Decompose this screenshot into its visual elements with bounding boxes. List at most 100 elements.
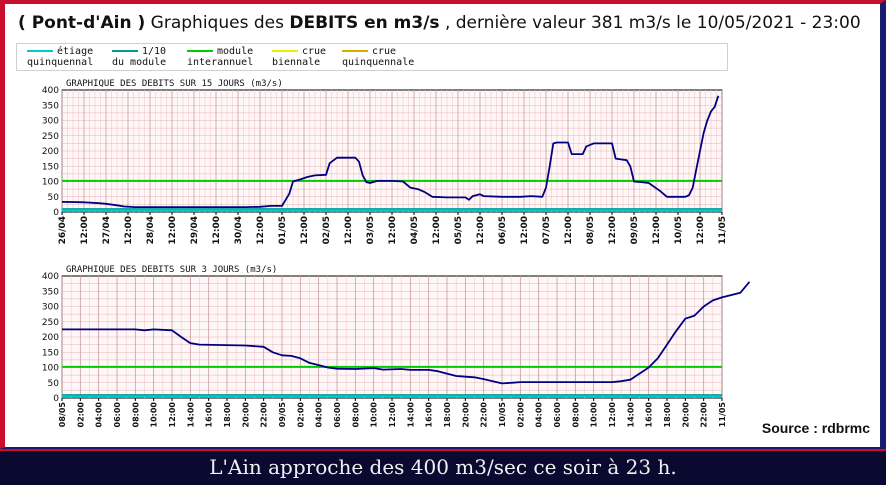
x-tick-label: 22:00 [700,402,709,428]
legend-item-module: module interannuel [187,46,297,68]
station-name: ( Pont-d'Ain ) [18,13,146,33]
x-tick-label: 12:00 [388,216,398,245]
y-tick-label: 150 [42,348,59,358]
x-tick-label: 16:00 [205,402,214,428]
x-tick-label: 02:00 [296,402,305,428]
chart-3-days: GRAPHIQUE DES DEBITS SUR 3 JOURS (m3/s) 0… [42,265,751,428]
y-tick-label: 0 [53,208,59,218]
x-tick-label: 12:00 [344,216,354,245]
y-tick-label: 300 [42,303,59,313]
series-line-debit [62,281,751,385]
x-tick-label: 07/05 [542,216,552,244]
legend-label: module [217,46,254,57]
x-tick-label: 27/04 [102,216,112,244]
x-tick-label: 03/05 [366,216,376,244]
x-tick-label: 05/05 [454,216,464,244]
title-prefix: Graphiques des [150,13,284,33]
legend-item-crue-quinquennale: crue quinquennale [342,46,452,68]
y-tick-label: 0 [53,394,59,404]
series-line-debit [61,95,720,208]
legend-label: quinquennale [342,57,415,68]
x-tick-label: 06:00 [553,402,562,428]
x-tick-label: 18:00 [443,402,452,428]
y-tick-label: 400 [42,86,59,96]
x-tick-label: 12:00 [696,216,706,245]
legend-label: crue [302,46,327,57]
legend-item-dixieme: 1/10 du module [112,46,222,68]
caption-text: L'Ain approche des 400 m3/sec ce soir à … [209,455,677,479]
y-tick-label: 50 [48,193,60,203]
legend-label: du module [112,57,167,68]
page-title: ( Pont-d'Ain ) Graphiques des DEBITS en … [18,13,861,33]
x-tick-label: 12:00 [652,216,662,245]
x-tick-label: 08:00 [351,402,360,428]
x-tick-label: 12:00 [168,216,178,245]
x-tick-label: 12:00 [300,216,310,245]
title-suffix: , dernière valeur 381 m3/s le 10/05/2021… [444,13,861,33]
x-tick-label: 09/05 [630,216,640,244]
x-tick-label: 09/05 [278,402,287,428]
source-credit: Source : rdbrmc [761,420,870,436]
x-tick-label: 29/04 [190,216,200,244]
x-tick-label: 20:00 [461,402,470,428]
y-tick-label: 150 [42,162,59,172]
legend-label: interannuel [187,57,254,68]
x-tick-label: 12:00 [80,216,90,245]
x-tick-label: 26/04 [58,216,68,244]
legend-item-crue-biennale: crue biennale [272,46,382,68]
legend-label: biennale [272,57,321,68]
x-tick-label: 30/04 [234,216,244,244]
x-tick-label: 02:00 [516,402,525,428]
x-tick-label: 08/05 [586,216,596,244]
chart-title: GRAPHIQUE DES DEBITS SUR 3 JOURS (m3/s) [66,265,277,275]
x-tick-label: 04:00 [535,402,544,428]
x-tick-label: 14:00 [626,402,635,428]
x-tick-label: 22:00 [480,402,489,428]
x-tick-label: 02/05 [322,216,332,244]
y-tick-label: 350 [42,101,59,111]
x-tick-label: 12:00 [256,216,266,245]
legend-swatch [272,50,298,52]
x-tick-label: 12:00 [432,216,442,245]
y-tick-label: 50 [48,379,60,389]
x-tick-label: 08:00 [571,402,580,428]
legend-swatch [27,50,53,52]
x-tick-label: 18:00 [223,402,232,428]
x-tick-label: 10/05 [498,402,507,428]
x-tick-label: 12:00 [212,216,222,245]
x-tick-label: 10/05 [674,216,684,244]
x-tick-label: 12:00 [608,402,617,428]
x-tick-label: 20:00 [681,402,690,428]
x-tick-label: 14:00 [406,402,415,428]
x-tick-label: 20:00 [241,402,250,428]
legend-swatch [187,50,213,52]
legend-swatch [342,50,368,52]
y-tick-label: 100 [42,364,59,374]
x-tick-label: 10:00 [370,402,379,428]
x-tick-label: 14:00 [186,402,195,428]
x-tick-label: 08:00 [131,402,140,428]
x-tick-label: 12:00 [520,216,530,245]
x-tick-label: 02:00 [76,402,85,428]
y-tick-label: 250 [42,132,59,142]
x-tick-label: 06:00 [113,402,122,428]
y-tick-label: 100 [42,178,59,188]
x-tick-label: 22:00 [260,402,269,428]
x-tick-label: 04/05 [410,216,420,244]
x-tick-label: 11/05 [718,216,728,244]
legend-label: quinquennal [27,57,94,68]
legend-label: crue [372,46,397,57]
x-tick-label: 28/04 [146,216,156,244]
x-tick-label: 12:00 [476,216,486,245]
legend-label: étiage [57,46,94,57]
title-emphasis: DEBITS en m3/s [289,13,440,33]
x-tick-label: 18:00 [663,402,672,428]
x-tick-label: 12:00 [388,402,397,428]
y-tick-label: 200 [42,147,59,157]
x-tick-label: 10:00 [150,402,159,428]
y-tick-label: 250 [42,318,59,328]
x-tick-label: 01/05 [278,216,288,244]
chart-title: GRAPHIQUE DES DEBITS SUR 15 JOURS (m3/s) [66,79,283,89]
x-tick-label: 12:00 [168,402,177,428]
x-tick-label: 08/05 [58,402,67,428]
